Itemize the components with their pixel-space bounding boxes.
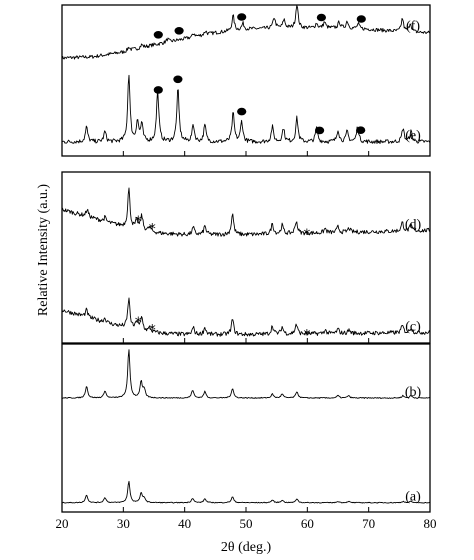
- phase-marker-star: *: [149, 221, 156, 237]
- series-trace-e: [61, 74, 431, 145]
- series-label-e: (e): [405, 128, 421, 143]
- phase-marker-dot: [356, 126, 366, 134]
- x-tick-label: 50: [240, 516, 253, 531]
- x-axis-label: 2θ (deg.): [221, 540, 272, 555]
- series-trace-f: [61, 5, 431, 60]
- x-tick-label: 40: [178, 516, 191, 531]
- phase-marker-dot: [356, 15, 366, 23]
- y-axis-label: Relative Intensity (a.u.): [36, 184, 51, 317]
- series-trace-c: [61, 297, 431, 337]
- phase-marker-dot: [173, 75, 183, 84]
- x-tick-label: 20: [56, 516, 69, 531]
- phase-marker-dot: [316, 13, 326, 22]
- phase-marker-dot: [315, 126, 325, 135]
- series-trace-b: [61, 349, 431, 399]
- series-label-f: (f): [406, 19, 420, 34]
- phase-marker-star: *: [135, 315, 142, 331]
- panel-frame: [61, 4, 431, 157]
- phase-marker-dot: [153, 86, 163, 94]
- phase-marker-dot: [237, 13, 247, 21]
- series-trace-d: [61, 187, 431, 237]
- series-label-b: (b): [405, 385, 422, 400]
- x-tick-label: 80: [424, 516, 437, 531]
- x-tick-label: 60: [301, 516, 314, 531]
- phase-marker-star: *: [303, 328, 310, 344]
- panel-middle: (d) * * * (c) * * *: [61, 171, 431, 344]
- phase-marker-dot: [237, 107, 247, 116]
- x-tick-label: 30: [117, 516, 130, 531]
- phase-marker-star: *: [135, 214, 142, 230]
- panel-frame: [61, 171, 431, 344]
- x-axis-ticks: 20 30 40 50 60 70 80: [56, 516, 437, 531]
- phase-marker-dot: [174, 27, 184, 35]
- phase-marker-dot: [153, 31, 163, 39]
- series-label-d: (d): [405, 217, 422, 232]
- series-trace-a: [61, 480, 431, 504]
- phase-marker-star: *: [149, 322, 156, 338]
- panel-frame: [61, 343, 431, 513]
- x-tick-label: 70: [362, 516, 375, 531]
- plot-panels: (f) (e) (d) * * * (c) * * * (b) (a): [61, 4, 431, 513]
- series-label-a: (a): [405, 490, 421, 505]
- series-label-c: (c): [405, 319, 421, 334]
- panel-top: (f) (e): [61, 4, 431, 157]
- phase-marker-star: *: [303, 227, 310, 243]
- panel-bottom: (b) (a): [61, 343, 431, 513]
